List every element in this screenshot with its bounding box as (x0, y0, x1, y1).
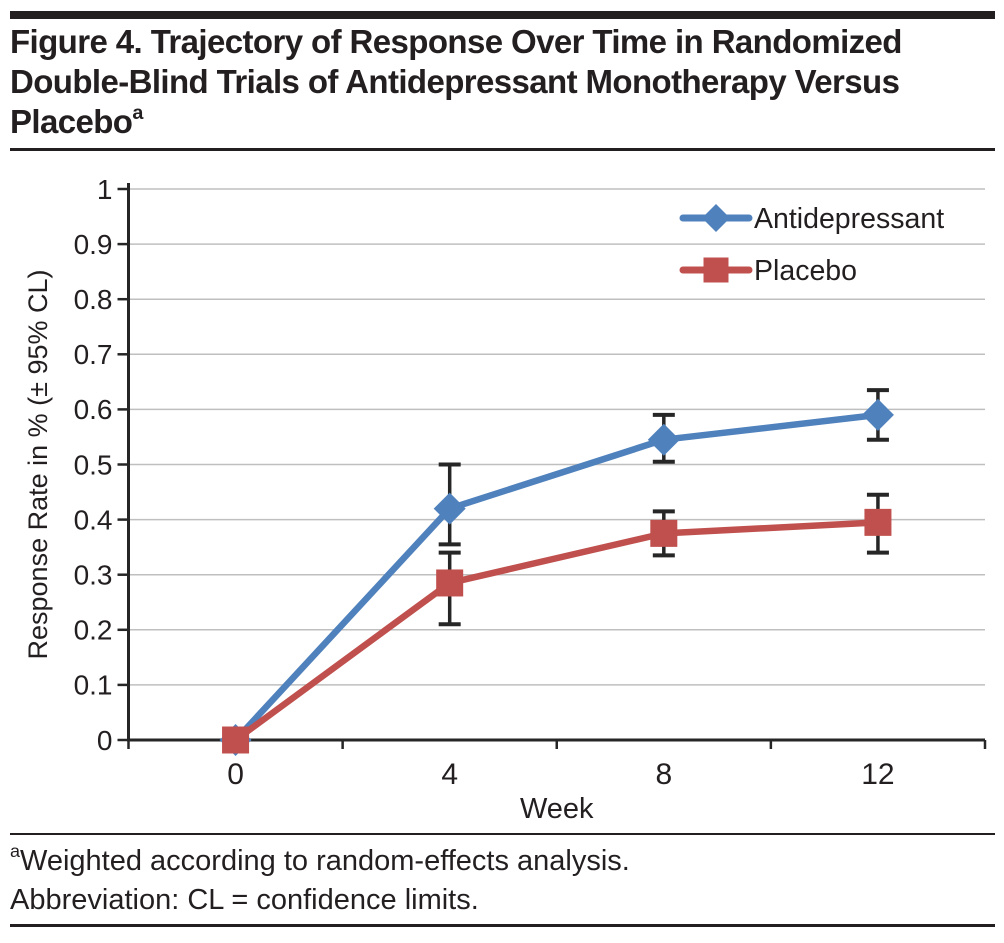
figure-title-line: Figure 4. Trajectory of Response Over Ti… (10, 23, 902, 60)
figure-title-line: Double-Blind Trials of Antidepressant Mo… (10, 63, 900, 100)
y-tick-label: 0.7 (74, 339, 113, 370)
data-point-square (222, 726, 250, 754)
series-line-antidepressant (232, 411, 882, 744)
footnote-top-rule (10, 833, 995, 835)
footnote-marker: a (10, 840, 20, 861)
y-tick-label: 0.3 (74, 560, 113, 591)
y-tick-label: 0.4 (74, 504, 113, 535)
figure-title-text: Placebo (10, 103, 133, 140)
x-tick-label: 12 (861, 758, 894, 791)
data-point-diamond (861, 398, 894, 431)
x-axis-title: Week (520, 793, 594, 825)
y-tick-label: 0.5 (74, 449, 113, 480)
legend-label: Placebo (754, 255, 857, 287)
data-point-square (436, 569, 464, 597)
y-tick-label: 0.2 (74, 615, 113, 646)
footnote-text: Weighted according to random-effects ana… (20, 845, 630, 877)
legend-label: Antidepressant (754, 203, 944, 235)
y-tick-label: 0.6 (74, 394, 113, 425)
figure-title-line: Placeboa (10, 102, 902, 142)
data-point-square (864, 508, 892, 536)
legend-diamond-marker (702, 204, 730, 232)
y-tick-label: 0.1 (74, 670, 113, 701)
y-tick-label: 0.8 (74, 284, 113, 315)
legend-square-marker (703, 257, 729, 283)
x-tick-label: 4 (441, 758, 458, 791)
footnote-bottom-rule (10, 924, 995, 927)
figure-footnote: aWeighted according to random-effects an… (10, 842, 630, 920)
y-tick-label: 1 (97, 174, 113, 205)
y-axis-title: Response Rate in % (± 95% CL) (23, 270, 53, 660)
y-tick-label: 0 (97, 725, 113, 756)
top-bar-rule (10, 11, 995, 19)
footnote-text: Abbreviation: CL = confidence limits. (10, 884, 479, 916)
x-tick-label: 0 (227, 758, 244, 791)
data-point-diamond (647, 423, 680, 456)
footnote-line: aWeighted according to random-effects an… (10, 842, 630, 881)
footnote-marker-superscript: a (132, 102, 143, 125)
y-tick-label: 0.9 (74, 229, 113, 260)
series-line-placebo (232, 519, 882, 744)
figure-title: Figure 4. Trajectory of Response Over Ti… (10, 22, 902, 142)
title-divider-rule (10, 148, 995, 151)
x-tick-label: 8 (655, 758, 672, 791)
data-point-diamond (433, 492, 466, 525)
footnote-line: Abbreviation: CL = confidence limits. (10, 881, 630, 920)
data-point-square (650, 519, 678, 547)
